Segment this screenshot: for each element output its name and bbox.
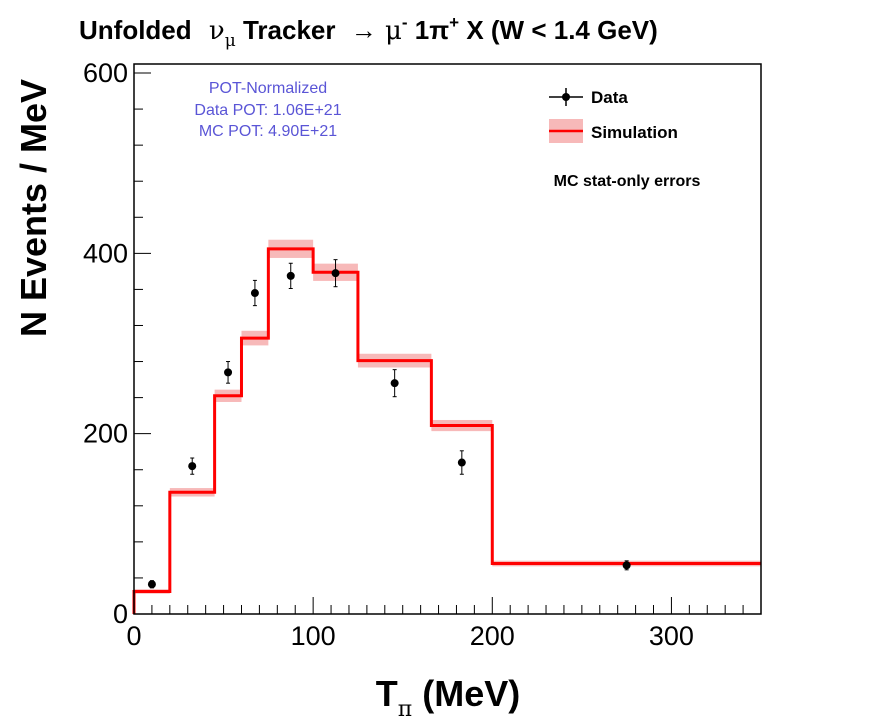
- x-tick-label: 100: [291, 621, 336, 651]
- simulation-histogram: [132, 247, 761, 614]
- plot-area: [132, 239, 761, 614]
- y-tick-label: 200: [83, 419, 128, 449]
- pot-line-2: Data POT: 1.06E+21: [194, 102, 341, 119]
- legend-sim-label: Simulation: [591, 123, 678, 142]
- x-tick-label: 0: [126, 621, 141, 651]
- pot-info: POT-Normalized Data POT: 1.06E+21 MC POT…: [194, 80, 341, 140]
- legend-data-label: Data: [591, 88, 628, 107]
- x-tick-label: 200: [470, 621, 515, 651]
- plot-frame: [133, 63, 762, 615]
- data-point: [286, 271, 295, 280]
- chart-title: Unfolded νμ Tracker → μ- 1π+ X (W < 1.4 …: [79, 13, 658, 51]
- y-tick-label: 0: [113, 599, 128, 629]
- y-tick-label: 400: [83, 238, 128, 268]
- y-axis-title: N Events / MeV: [13, 79, 54, 337]
- data-point: [250, 289, 259, 298]
- pot-line-1: POT-Normalized: [209, 80, 327, 97]
- data-point: [331, 269, 340, 278]
- stat-errors-note: MC stat-only errors: [554, 173, 701, 190]
- x-tick-label: 300: [649, 621, 694, 651]
- data-point: [188, 462, 197, 471]
- legend: Data Simulation: [549, 88, 678, 143]
- data-point: [622, 561, 631, 570]
- y-tick-label: 600: [83, 58, 128, 88]
- data-point: [147, 580, 156, 589]
- data-point: [224, 368, 233, 377]
- data-point: [457, 458, 466, 467]
- axis-ticks: 0 100 200 300 0 200 400 600: [83, 58, 762, 651]
- legend-data-marker: [562, 93, 570, 101]
- pot-line-3: MC POT: 4.90E+21: [199, 123, 337, 140]
- data-point: [390, 379, 399, 388]
- x-axis-title: Tπ (MeV): [376, 673, 520, 722]
